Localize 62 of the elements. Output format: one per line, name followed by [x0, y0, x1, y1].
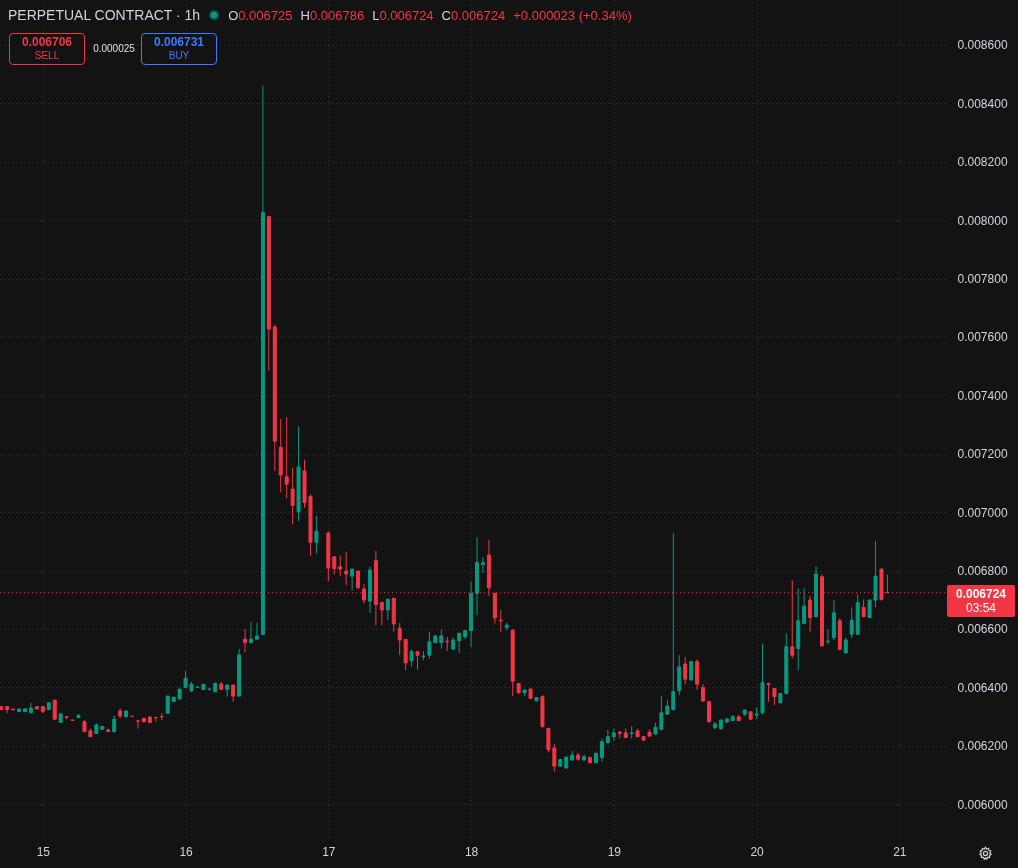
x-tick-label: 21 — [893, 844, 907, 859]
x-tick-label: 15 — [36, 844, 51, 859]
candlestick — [165, 695, 170, 715]
candlestick — [338, 555, 343, 577]
ref-line-label: 0.006724 — [955, 586, 1007, 601]
y-tick-label: 0.008000 — [957, 213, 1008, 228]
candlestick — [356, 570, 361, 590]
annotation: 0.006731 — [153, 35, 205, 49]
candlestick — [379, 601, 384, 626]
y-tick-label: 0.006600 — [957, 622, 1008, 637]
candlestick — [284, 416, 289, 499]
sell-button: 0.006706 SELL — [9, 33, 85, 65]
annotation: BUY — [168, 49, 190, 62]
candlestick — [314, 515, 319, 555]
candlestick — [695, 658, 700, 691]
candlestick — [290, 467, 295, 525]
candlestick — [808, 595, 813, 633]
x-tick-label: 18 — [464, 844, 479, 859]
candlestick — [605, 729, 610, 744]
y-tick-label: 0.008200 — [957, 155, 1008, 170]
candlestick — [243, 628, 248, 653]
annotation: O0.006725 — [228, 7, 293, 23]
y-tick-label: 0.007200 — [957, 447, 1008, 462]
y-tick-label: 0.007000 — [957, 505, 1008, 520]
candlestick — [385, 598, 390, 621]
candlestick — [403, 638, 408, 671]
annotation: 0.006706 — [21, 35, 73, 49]
candlestick — [480, 556, 485, 574]
y-tick-label: 0.007400 — [957, 388, 1008, 403]
y-tick-label: 0.008600 — [957, 38, 1008, 53]
annotation: L0.006724 — [372, 7, 434, 23]
annotation: SELL — [34, 49, 60, 62]
annotation: +0.000023 (+0.34%) — [513, 7, 632, 23]
x-tick-label: 19 — [607, 844, 622, 859]
x-tick-label: 17 — [322, 844, 336, 859]
candlestick — [254, 622, 259, 640]
y-tick-label: 0.006200 — [957, 739, 1008, 754]
y-tick-label: 0.006000 — [957, 797, 1008, 812]
buy-button: 0.006731 BUY — [141, 33, 217, 65]
y-tick-label: 0.007600 — [957, 330, 1008, 345]
y-tick-label: 0.008400 — [957, 96, 1008, 111]
annotation: 0.000025 — [92, 43, 136, 54]
candlestick — [344, 551, 349, 586]
y-tick-label: 0.006800 — [957, 564, 1008, 579]
candlestick — [599, 737, 604, 763]
candlestick — [849, 606, 854, 639]
candlestick — [677, 654, 682, 696]
y-tick-label: 0.006400 — [957, 680, 1008, 695]
candlestick — [689, 660, 694, 682]
candlestick — [350, 568, 355, 591]
text: PERPETUAL CONTRACT · 1h — [8, 7, 201, 23]
price-tag: 0.006724 03:54 — [947, 584, 1015, 617]
y-tick-label: 0.007800 — [957, 272, 1008, 287]
annotation: C0.006724 — [441, 7, 506, 23]
candlestick — [136, 720, 140, 730]
x-tick-label: 20 — [750, 844, 765, 859]
annotation: H0.006786 — [300, 7, 365, 23]
candlestick — [802, 587, 807, 626]
candlestick — [683, 656, 688, 685]
candlestick — [415, 650, 420, 671]
x-tick-label: 16 — [179, 844, 194, 859]
candlestick — [397, 622, 402, 656]
